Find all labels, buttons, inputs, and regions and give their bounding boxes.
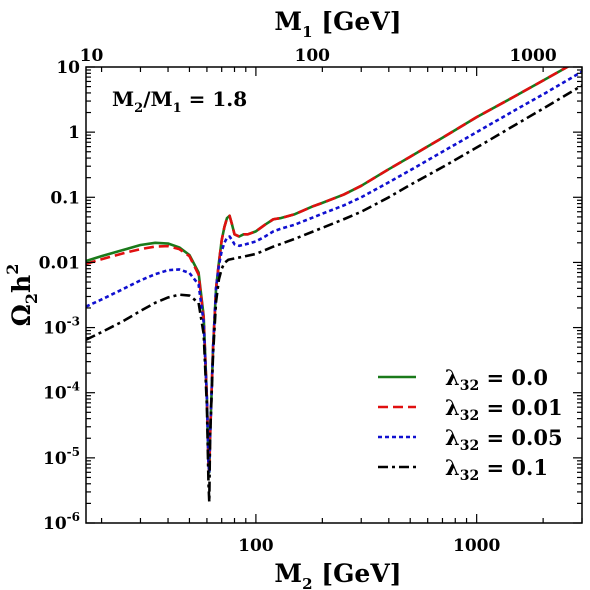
tick-layer: 100 1000 10 100 1000 10 1 0.1 0.01 10-3 10-4 10-5 10… [39,46,583,556]
legend-label-3: λ32 = 0.1 [445,455,548,484]
y-tick-label: 1 [68,123,80,143]
y-tick-label: 0.01 [39,253,80,273]
x-axis-title: M2 [GeV] [274,559,401,590]
plot-frame [85,66,583,524]
legend-label-2: λ32 = 0.05 [445,425,563,454]
top-tick-label: 10 [80,46,104,66]
y-tick-label: 10-6 [43,510,80,534]
series-line-1 [86,67,570,474]
series-layer [86,67,582,504]
y-tick-label: 10-4 [43,380,80,404]
top-tick-label: 1000 [509,46,556,66]
legend-label-1: λ32 = 0.01 [445,395,563,424]
x-tick-label: 100 [238,536,274,556]
mass-ratio-annotation: M2/M1 = 1.8 [112,87,247,116]
y-axis-title: Ω2h2 [3,264,41,327]
x-tick-label: 1000 [453,536,500,556]
y-tick-label: 0.1 [50,188,80,208]
top-axis-title: M1 [GeV] [274,7,401,41]
y-tick-label: 10-3 [43,315,80,339]
legend-label-0: λ32 = 0.0 [445,365,548,394]
y-tick-label: 10 [56,58,80,78]
top-tick-label: 100 [295,46,331,66]
y-tick-label: 10-5 [43,445,80,469]
series-line-3 [86,83,582,504]
series-line-2 [86,70,582,474]
